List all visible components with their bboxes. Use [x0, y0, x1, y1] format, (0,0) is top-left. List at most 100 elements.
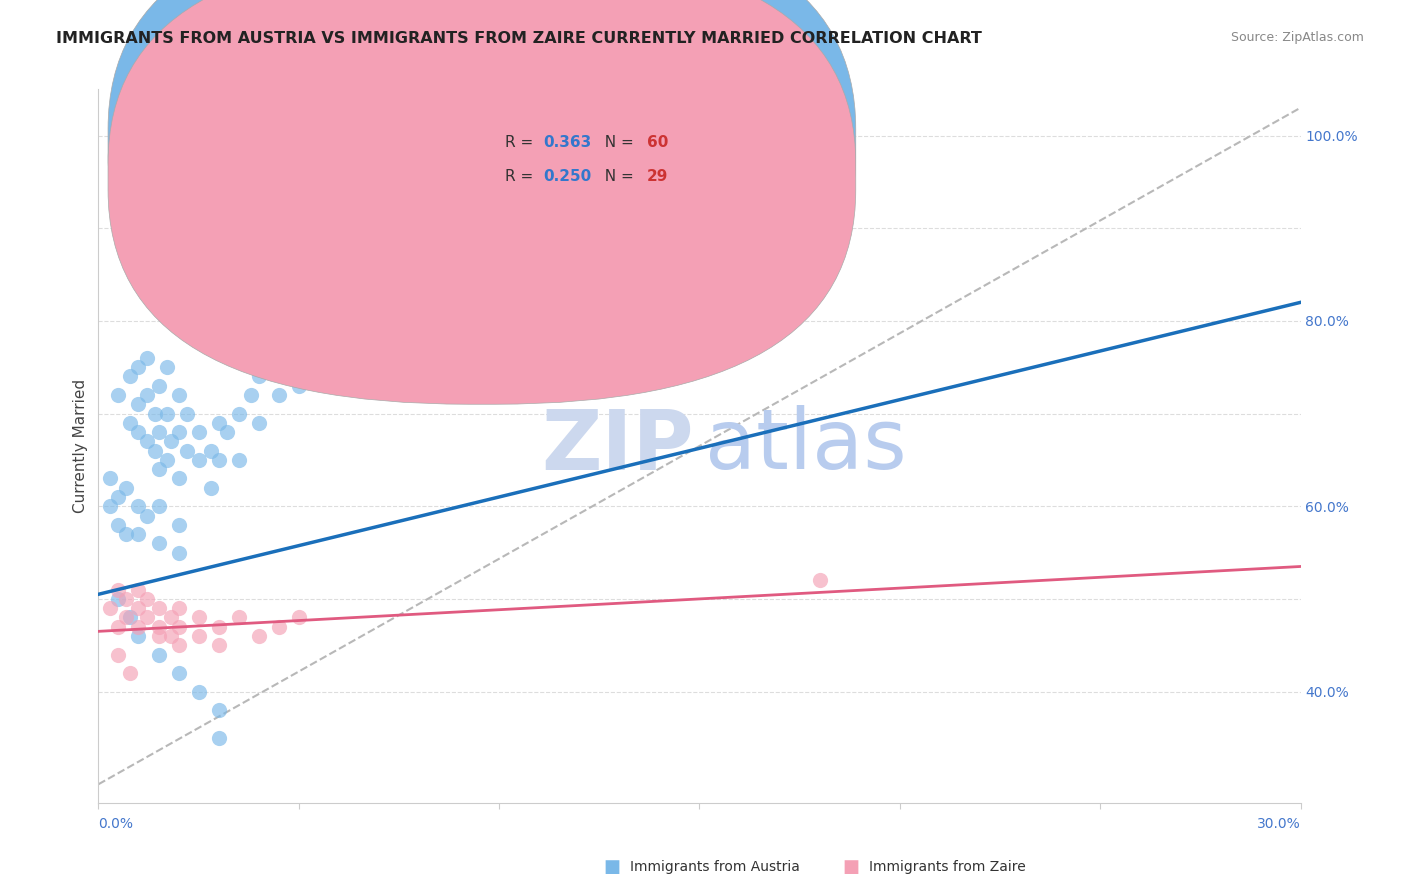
Point [228, 453, 250, 467]
Text: 60: 60 [647, 135, 668, 150]
Point [167, 425, 190, 439]
Point [120, 369, 142, 384]
Point [187, 629, 209, 643]
Point [128, 582, 150, 597]
Point [143, 443, 166, 458]
Text: Source: ZipAtlas.com: Source: ZipAtlas.com [1230, 31, 1364, 45]
Point [155, 360, 177, 375]
Text: 0.250: 0.250 [543, 169, 592, 184]
Point [107, 582, 129, 597]
Point [167, 545, 190, 559]
Point [208, 638, 231, 652]
Point [267, 388, 290, 402]
Text: 0.363: 0.363 [543, 135, 592, 150]
Point [120, 610, 142, 624]
Point [128, 601, 150, 615]
Point [128, 500, 150, 514]
Text: 0.0%: 0.0% [98, 817, 134, 830]
Point [159, 434, 181, 449]
Point [120, 416, 142, 430]
Point [107, 517, 129, 532]
Point [239, 388, 262, 402]
Point [247, 369, 270, 384]
Point [128, 360, 150, 375]
Point [187, 684, 209, 698]
Text: 30.0%: 30.0% [1257, 817, 1301, 830]
Point [107, 648, 129, 662]
Point [200, 443, 222, 458]
Point [135, 351, 157, 365]
Point [135, 591, 157, 606]
Point [100, 500, 122, 514]
Text: 29: 29 [647, 169, 668, 184]
Point [187, 453, 209, 467]
Point [143, 407, 166, 421]
Point [107, 490, 129, 504]
FancyBboxPatch shape [447, 100, 730, 207]
Point [135, 610, 157, 624]
FancyBboxPatch shape [108, 0, 856, 404]
Text: Immigrants from Zaire: Immigrants from Zaire [869, 860, 1025, 874]
Text: IMMIGRANTS FROM AUSTRIA VS IMMIGRANTS FROM ZAIRE CURRENTLY MARRIED CORRELATION C: IMMIGRANTS FROM AUSTRIA VS IMMIGRANTS FR… [56, 31, 983, 46]
Point [215, 425, 238, 439]
Point [267, 620, 290, 634]
Point [208, 703, 231, 717]
Point [159, 610, 181, 624]
Point [208, 416, 231, 430]
Text: atlas: atlas [706, 406, 907, 486]
Point [148, 536, 170, 550]
Point [176, 407, 198, 421]
Point [148, 425, 170, 439]
Point [148, 648, 170, 662]
Text: ■: ■ [603, 858, 620, 876]
Point [187, 425, 209, 439]
Point [187, 610, 209, 624]
Point [135, 434, 157, 449]
Point [100, 471, 122, 485]
Point [167, 666, 190, 681]
Point [148, 462, 170, 476]
Text: Immigrants from Austria: Immigrants from Austria [630, 860, 800, 874]
Point [176, 443, 198, 458]
Point [107, 620, 129, 634]
Point [135, 388, 157, 402]
Point [267, 351, 290, 365]
Point [167, 601, 190, 615]
Point [208, 731, 231, 745]
Point [228, 407, 250, 421]
Point [208, 620, 231, 634]
Text: N =: N = [595, 135, 638, 150]
Point [115, 481, 138, 495]
Point [115, 610, 138, 624]
Point [128, 397, 150, 411]
Point [128, 629, 150, 643]
Point [148, 629, 170, 643]
Point [308, 360, 330, 375]
Point [200, 481, 222, 495]
Point [128, 620, 150, 634]
Point [148, 500, 170, 514]
Text: ■: ■ [842, 858, 859, 876]
Point [120, 666, 142, 681]
Point [107, 591, 129, 606]
Point [167, 517, 190, 532]
Point [167, 620, 190, 634]
Point [167, 388, 190, 402]
Point [159, 629, 181, 643]
Point [115, 591, 138, 606]
Text: ZIP: ZIP [541, 406, 693, 486]
Point [148, 620, 170, 634]
Point [148, 601, 170, 615]
Point [115, 527, 138, 541]
Point [148, 378, 170, 392]
Point [208, 453, 231, 467]
Point [167, 471, 190, 485]
Point [135, 508, 157, 523]
Point [288, 378, 311, 392]
Point [128, 425, 150, 439]
Point [288, 610, 311, 624]
Point [808, 574, 831, 588]
Text: R =: R = [505, 135, 538, 150]
Y-axis label: Currently Married: Currently Married [73, 379, 89, 513]
Point [155, 453, 177, 467]
